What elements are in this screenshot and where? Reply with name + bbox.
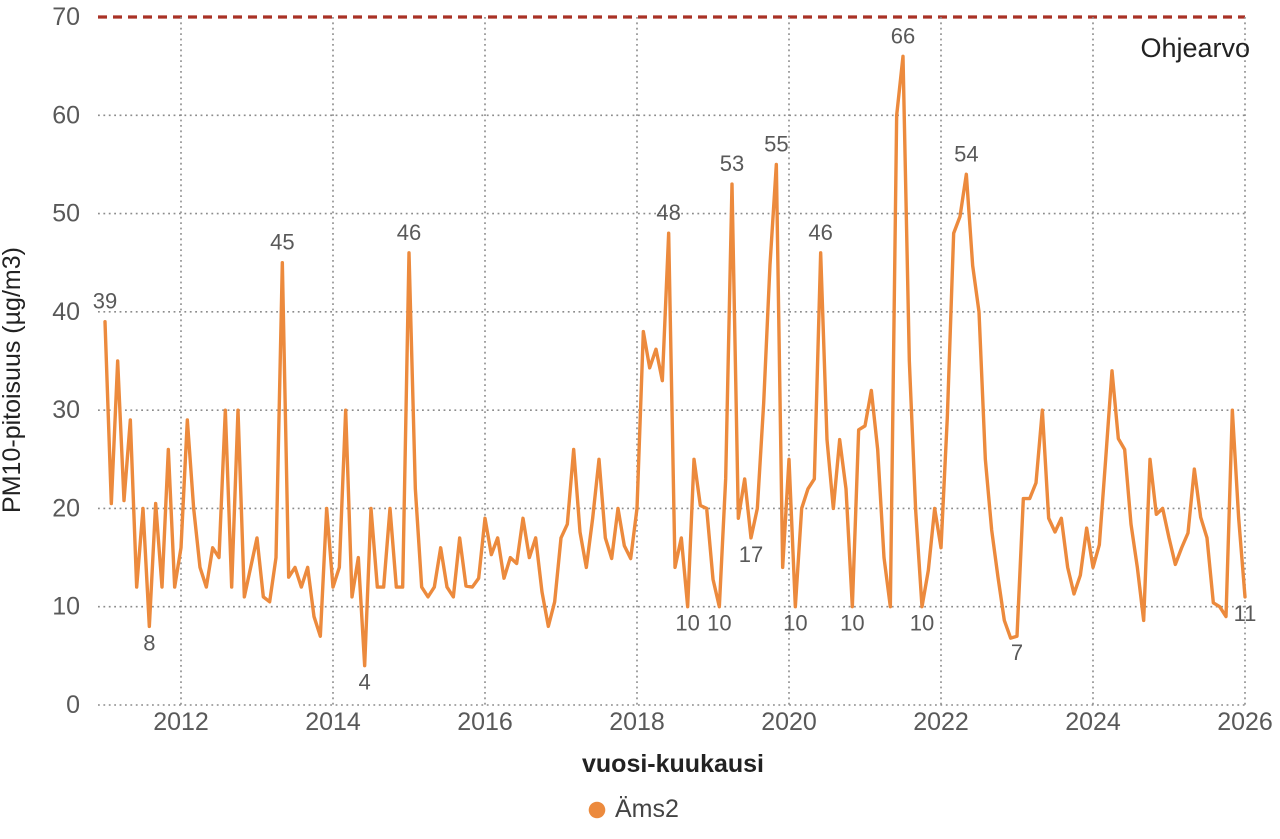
svg-text:30: 30 [52,396,80,424]
svg-text:10: 10 [840,611,864,636]
svg-text:PM10-pitoisuus (µg/m3): PM10-pitoisuus (µg/m3) [0,247,26,513]
svg-text:2016: 2016 [457,708,513,736]
svg-text:2024: 2024 [1065,708,1121,736]
svg-text:2012: 2012 [153,708,209,736]
svg-text:70: 70 [52,3,80,31]
svg-text:54: 54 [954,141,978,166]
svg-text:4: 4 [359,670,371,695]
svg-text:39: 39 [93,289,117,314]
svg-text:2018: 2018 [609,708,665,736]
svg-text:10: 10 [707,611,731,636]
svg-text:2020: 2020 [761,708,817,736]
svg-text:10: 10 [675,611,699,636]
svg-text:2022: 2022 [913,708,969,736]
svg-text:40: 40 [52,298,80,326]
svg-text:7: 7 [1011,640,1023,665]
svg-text:Ohjearvo: Ohjearvo [1140,33,1250,63]
svg-text:20: 20 [52,494,80,522]
svg-text:10: 10 [910,611,934,636]
svg-text:50: 50 [52,200,80,228]
svg-text:48: 48 [656,200,680,225]
svg-text:10: 10 [783,611,807,636]
svg-text:8: 8 [143,630,155,655]
svg-text:60: 60 [52,101,80,129]
svg-text:0: 0 [66,691,80,719]
svg-text:2014: 2014 [305,708,361,736]
svg-text:55: 55 [764,131,788,156]
svg-text:66: 66 [891,23,915,48]
svg-text:11: 11 [1234,601,1257,626]
svg-text:vuosi-kuukausi: vuosi-kuukausi [582,750,764,778]
svg-text:Äms2: Äms2 [615,795,679,823]
svg-text:53: 53 [720,151,744,176]
svg-text:17: 17 [739,542,763,567]
svg-text:2026: 2026 [1217,708,1273,736]
svg-text:46: 46 [397,220,421,245]
svg-text:45: 45 [270,230,294,255]
svg-text:46: 46 [808,220,832,245]
svg-text:10: 10 [52,593,80,621]
